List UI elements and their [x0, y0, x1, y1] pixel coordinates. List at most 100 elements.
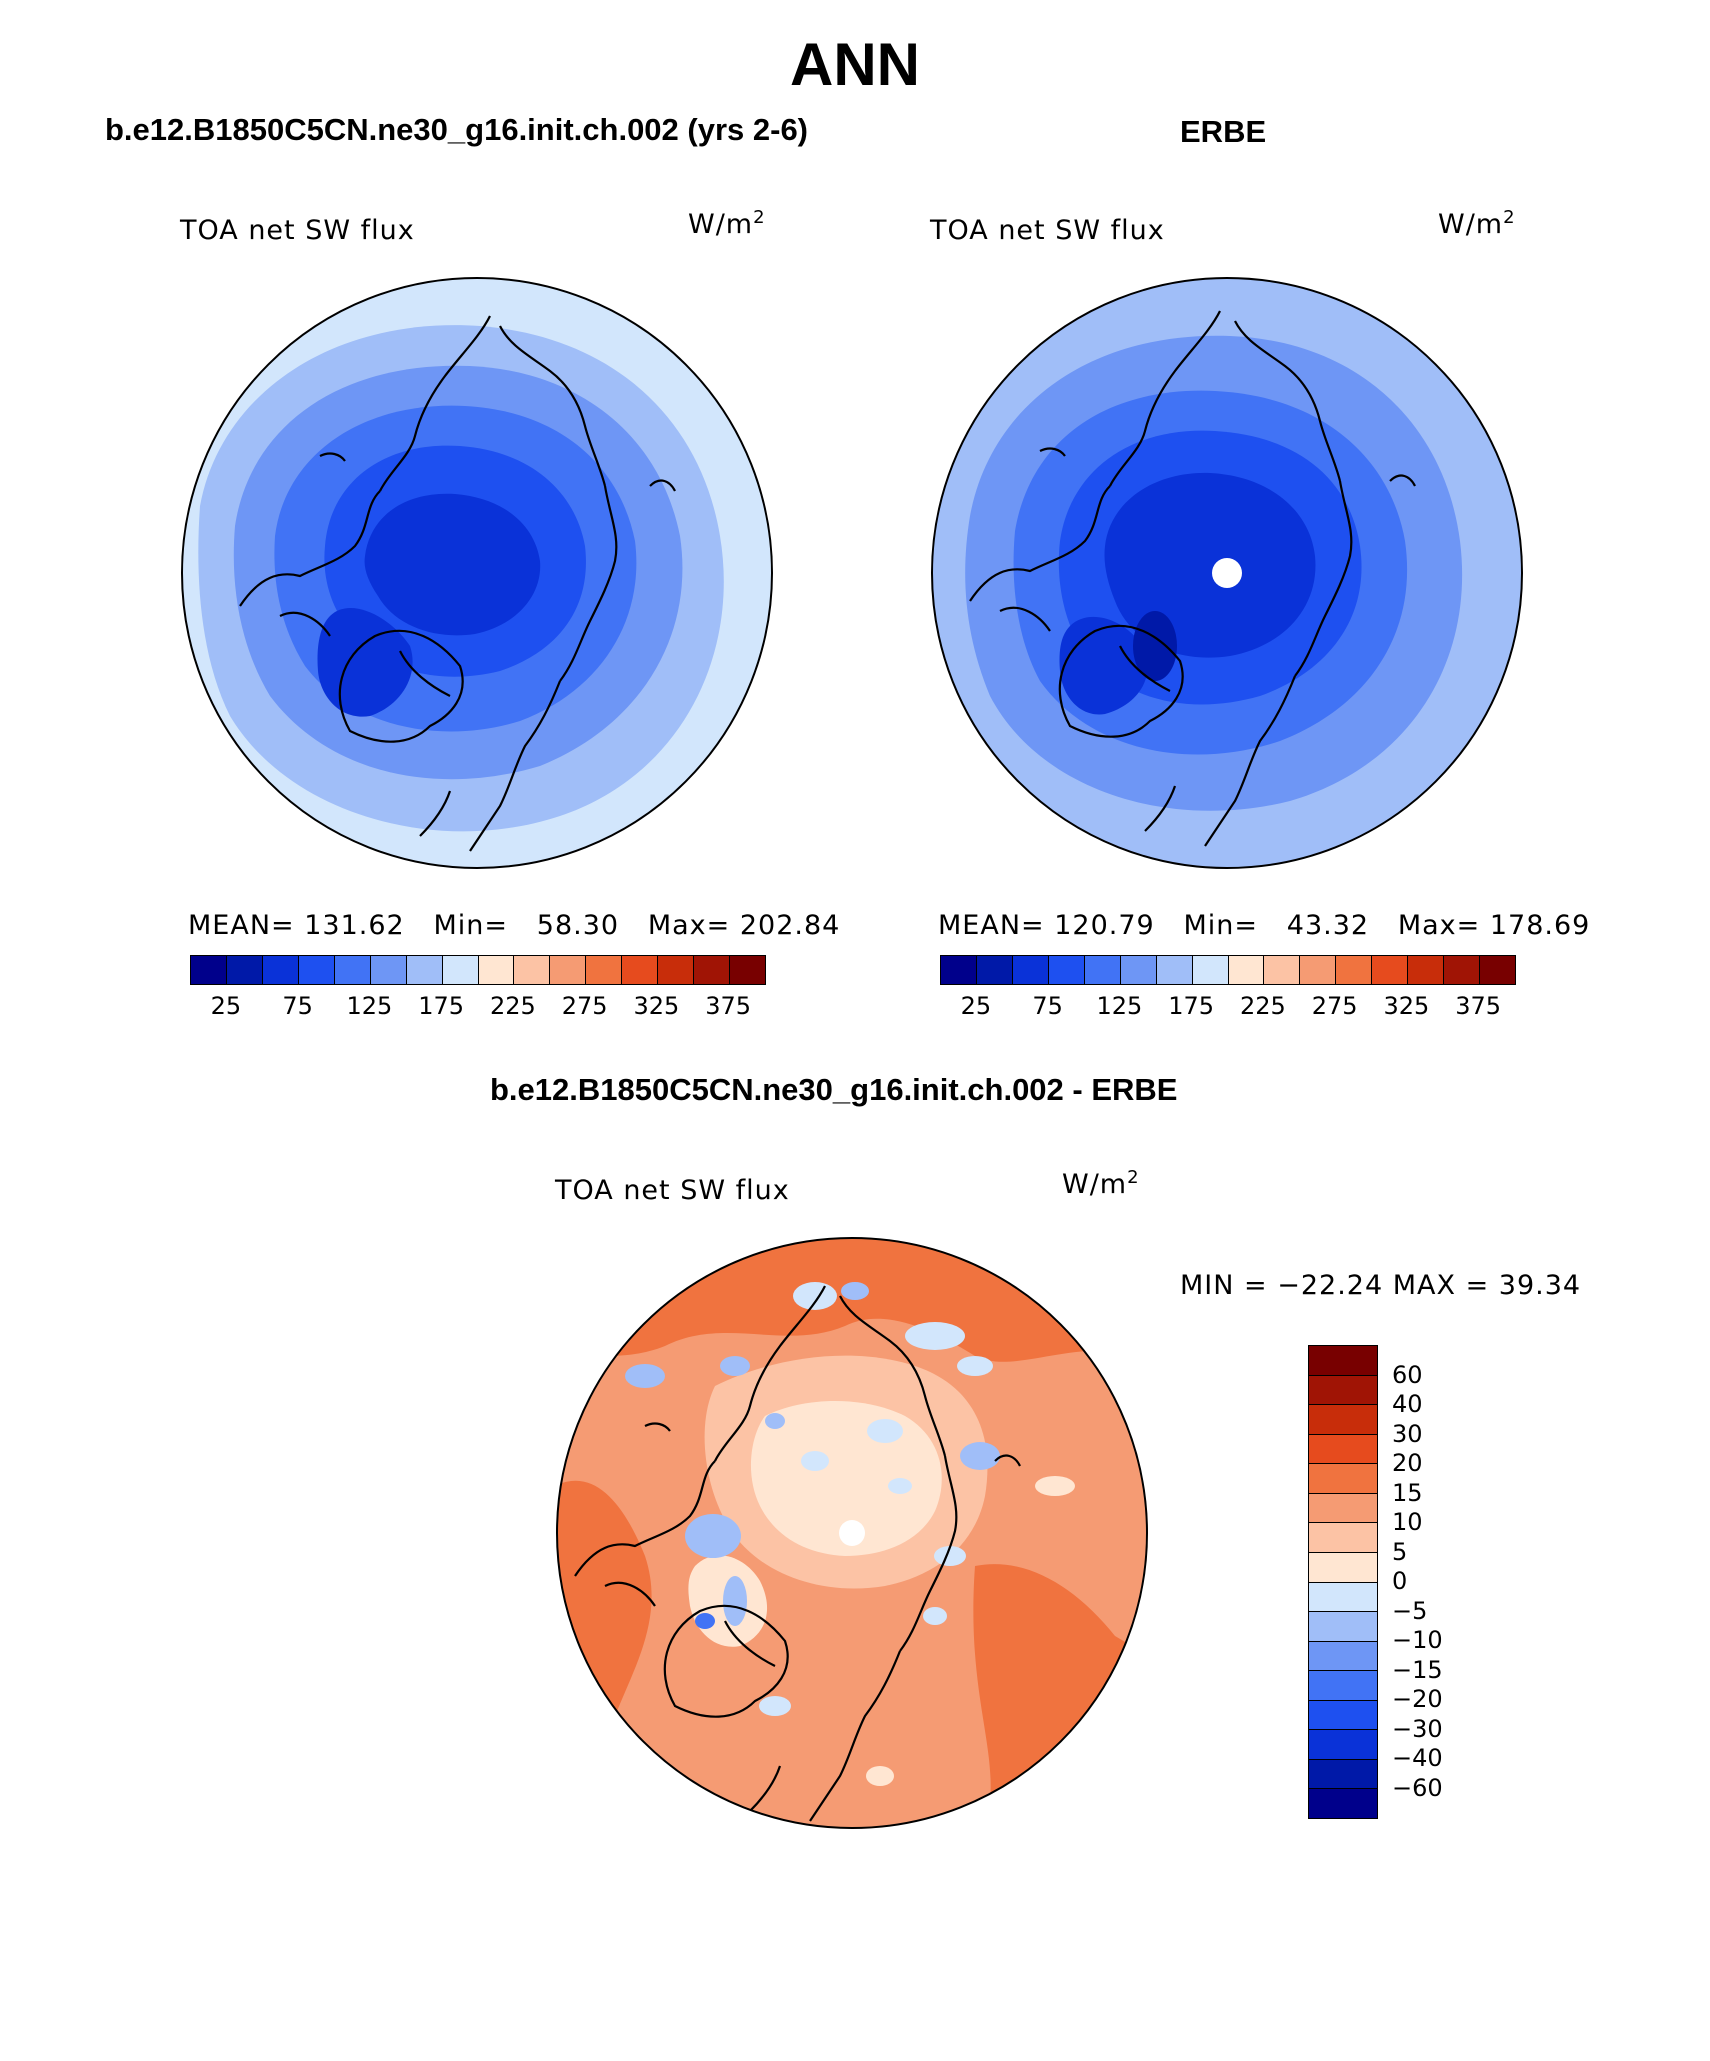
colorbar-box — [262, 956, 299, 984]
colorbar-box — [586, 956, 623, 984]
model-panel-header: b.e12.B1850C5CN.ne30_g16.init.ch.002 (yr… — [105, 112, 809, 147]
diff-polar-map — [556, 1237, 1148, 1829]
colorbar-box — [1012, 956, 1049, 984]
obs-variable-label: TOA net SW flux — [930, 215, 1165, 246]
colorbar-tick-label: 25 — [210, 992, 242, 1020]
diff-variable-label: TOA net SW flux — [555, 1175, 790, 1206]
colorbar-box — [1309, 1346, 1377, 1376]
colorbar-box — [1228, 956, 1265, 984]
colorbar-box — [1309, 1730, 1377, 1760]
obs-panel-header: ERBE — [1180, 114, 1267, 149]
colorbar-tick-label: −20 — [1392, 1685, 1443, 1713]
colorbar-tick-label: −60 — [1392, 1773, 1443, 1802]
colorbar-box — [694, 956, 731, 984]
colorbar-box — [1480, 956, 1515, 984]
colorbar-box — [550, 956, 587, 984]
colorbar-box — [406, 956, 443, 984]
colorbar-tick-label: 30 — [1392, 1419, 1423, 1448]
colorbar-box — [1309, 1700, 1377, 1731]
diff-pole-hole — [839, 1520, 865, 1546]
colorbar-tick-label: 40 — [1392, 1390, 1423, 1418]
diff-colorbar — [1308, 1345, 1378, 1819]
figure-title: ANN — [790, 31, 920, 98]
colorbar-box — [1309, 1493, 1377, 1524]
obs-colorbar-labels: 25 75 125 175 225 275 325 375 — [940, 992, 1514, 1022]
model-variable-label: TOA net SW flux — [180, 215, 415, 246]
colorbar-box — [1309, 1375, 1377, 1406]
colorbar-tick-label: −5 — [1392, 1596, 1428, 1625]
colorbar-box — [1309, 1612, 1377, 1642]
diff-colorbar-labels: 60 40 30 20 15 10 5 0 −5 −10 −15 −20 −30 −40 −60 — [1392, 1345, 1472, 1817]
colorbar-tick-label: 275 — [561, 992, 608, 1020]
colorbar-tick-label: 10 — [1392, 1508, 1423, 1536]
obs-units-label: W/m2 — [1438, 207, 1516, 240]
colorbar-tick-label: 225 — [489, 992, 536, 1020]
colorbar-box — [1309, 1523, 1377, 1553]
colorbar-tick-label: 275 — [1311, 992, 1358, 1020]
colorbar-tick-label: 75 — [282, 992, 313, 1020]
colorbar-box — [1408, 956, 1445, 984]
colorbar-tick-label: 15 — [1392, 1478, 1423, 1507]
colorbar-box — [1084, 956, 1121, 984]
colorbar-box — [1336, 956, 1373, 984]
colorbar-tick-label: 20 — [1392, 1449, 1423, 1477]
colorbar-tick-label: −15 — [1392, 1655, 1443, 1684]
colorbar-tick-label: 0 — [1392, 1567, 1408, 1595]
colorbar-box — [1309, 1464, 1377, 1494]
colorbar-box — [1309, 1552, 1377, 1583]
colorbar-box — [1120, 956, 1157, 984]
colorbar-tick-label: 325 — [1383, 992, 1430, 1020]
diff-map-boundary — [556, 1237, 1148, 1829]
colorbar-box — [1372, 956, 1409, 984]
model-contour-fills — [182, 278, 772, 868]
model-colorbar-labels: 25 75 125 175 225 275 325 375 — [190, 992, 764, 1022]
colorbar-box — [191, 956, 227, 984]
diff-coastlines — [574, 1285, 1021, 1822]
obs-coastlines — [969, 310, 1416, 847]
colorbar-tick-label: −30 — [1392, 1714, 1443, 1743]
colorbar-box — [941, 956, 977, 984]
colorbar-tick-label: 175 — [1168, 992, 1215, 1020]
colorbar-box — [658, 956, 695, 984]
colorbar-box — [514, 956, 551, 984]
colorbar-box — [1192, 956, 1229, 984]
model-units-label: W/m2 — [688, 207, 766, 240]
obs-polar-map — [931, 277, 1523, 869]
model-coastlines — [239, 315, 676, 852]
colorbar-tick-label: 225 — [1239, 992, 1286, 1020]
colorbar-box — [1264, 956, 1301, 984]
colorbar-box — [1156, 956, 1193, 984]
obs-stats: MEAN= 120.79 Min= 43.32 Max= 178.69 — [938, 910, 1591, 941]
colorbar-box — [1309, 1641, 1377, 1672]
colorbar-tick-label: 325 — [633, 992, 680, 1020]
colorbar-box — [1300, 956, 1337, 984]
model-map-boundary — [181, 277, 773, 869]
colorbar-tick-label: −10 — [1392, 1626, 1443, 1654]
colorbar-box — [1444, 956, 1481, 984]
colorbar-box — [478, 956, 515, 984]
colorbar-box — [226, 956, 263, 984]
colorbar-box — [976, 956, 1013, 984]
colorbar-box — [622, 956, 659, 984]
colorbar-tick-label: 375 — [1455, 992, 1502, 1020]
model-stats: MEAN= 131.62 Min= 58.30 Max= 202.84 — [188, 910, 841, 941]
model-colorbar — [190, 955, 766, 985]
colorbar-box — [1309, 1671, 1377, 1701]
colorbar-box — [334, 956, 371, 984]
colorbar-box — [370, 956, 407, 984]
diff-minmax: MIN = −22.24 MAX = 39.34 — [1180, 1270, 1582, 1301]
colorbar-tick-label: 375 — [705, 992, 752, 1020]
diff-panel-header: b.e12.B1850C5CN.ne30_g16.init.ch.002 - E… — [490, 1072, 1178, 1107]
colorbar-box — [1309, 1759, 1377, 1790]
colorbar-tick-label: 25 — [960, 992, 992, 1020]
colorbar-box — [1309, 1582, 1377, 1613]
colorbar-box — [1309, 1405, 1377, 1435]
colorbar-tick-label: 175 — [418, 992, 465, 1020]
colorbar-tick-label: −40 — [1392, 1744, 1443, 1772]
colorbar-box — [442, 956, 479, 984]
obs-colorbar — [940, 955, 1516, 985]
colorbar-box — [1048, 956, 1085, 984]
colorbar-box — [730, 956, 765, 984]
colorbar-box — [1309, 1434, 1377, 1465]
diff-units-label: W/m2 — [1062, 1167, 1140, 1200]
